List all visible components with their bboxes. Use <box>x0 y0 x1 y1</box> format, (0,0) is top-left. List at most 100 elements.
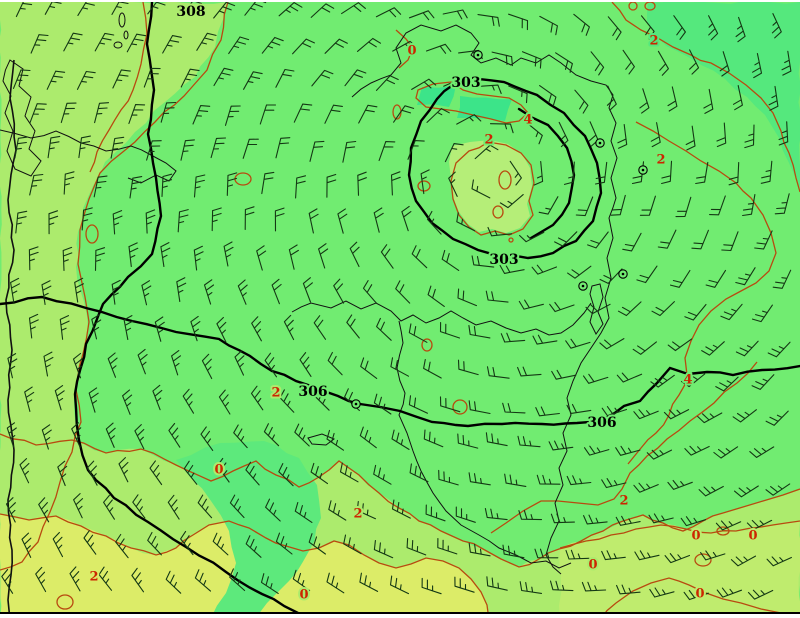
wind-barb <box>536 474 561 485</box>
wind-barb <box>439 322 461 339</box>
wind-barb <box>649 587 675 598</box>
wind-barb <box>275 137 291 159</box>
wind-barb <box>539 15 558 36</box>
wind-barb <box>260 573 279 594</box>
wind-barb <box>72 352 83 379</box>
wind-barb <box>533 160 544 186</box>
wind-barb <box>98 566 113 591</box>
wind-barb <box>468 324 491 339</box>
wind-barb <box>661 160 673 185</box>
wind-barb <box>275 68 295 88</box>
wind-barb <box>392 40 418 52</box>
wind-barb <box>716 587 743 598</box>
wind-barb <box>715 520 742 531</box>
wind-barb <box>563 161 575 185</box>
wind-barb <box>425 43 452 54</box>
wind-barb <box>408 395 429 414</box>
wind-barb <box>534 548 559 559</box>
wind-barb <box>12 69 31 89</box>
wind-barb <box>437 538 458 555</box>
wind-barb <box>391 499 411 519</box>
wind-barb <box>411 78 437 90</box>
station-marker <box>618 269 628 279</box>
wind-barb <box>582 373 609 384</box>
wind-barb <box>21 532 32 558</box>
wind-barb <box>566 403 592 414</box>
wind-barb <box>735 340 759 357</box>
wind-barb <box>657 50 669 76</box>
wind-barb <box>134 424 145 450</box>
wind-barb <box>532 334 558 345</box>
wind-barb <box>684 445 710 456</box>
wind-barb <box>128 104 146 125</box>
wind-barb <box>391 429 410 450</box>
wind-barb <box>128 242 139 268</box>
wind-barb <box>357 171 367 196</box>
wind-barb <box>91 314 102 340</box>
wind-barb <box>411 245 428 269</box>
wind-barb <box>486 366 510 379</box>
fill-region-band <box>0 2 228 572</box>
wind-barb <box>131 567 145 593</box>
wind-barb <box>549 301 575 313</box>
wind-barb <box>216 457 230 483</box>
wind-barb <box>81 207 93 231</box>
wind-barb <box>211 207 222 232</box>
advection-contour-line <box>0 513 489 612</box>
wind-barb <box>632 341 657 355</box>
wind-barb <box>251 316 262 342</box>
wind-barb <box>484 508 508 521</box>
wind-barb <box>76 70 96 90</box>
wind-barb-layer <box>1 2 792 601</box>
wind-barb <box>599 338 625 350</box>
wind-barb <box>765 410 789 426</box>
wind-barb <box>752 52 763 79</box>
station-dot <box>581 284 585 288</box>
wind-barb <box>213 67 234 87</box>
wind-barb <box>421 577 442 595</box>
wind-barb <box>455 506 476 523</box>
fill-region-bright <box>647 2 800 188</box>
wind-barb <box>439 396 461 413</box>
wind-barb <box>63 32 83 52</box>
advection-contour-ellipse <box>716 526 730 536</box>
wind-barb <box>245 535 262 558</box>
wind-barb <box>1 568 14 594</box>
advection-contour-line <box>490 361 758 534</box>
wind-barb <box>213 2 236 19</box>
wind-barb <box>15 210 28 234</box>
wind-barb <box>550 513 575 524</box>
wind-barb <box>78 135 91 159</box>
station-dot <box>621 272 625 276</box>
wind-barb <box>242 138 259 159</box>
wind-barb <box>651 301 675 317</box>
wind-barb <box>234 350 245 376</box>
wind-barb <box>566 475 592 486</box>
wind-barb <box>60 102 77 124</box>
wind-barb <box>594 161 608 185</box>
wind-barb <box>705 269 727 288</box>
wind-barb <box>295 175 307 199</box>
wind-barb <box>362 280 378 304</box>
wind-barb <box>375 7 402 18</box>
wind-barb <box>730 555 757 567</box>
wind-barb <box>742 193 756 217</box>
wind-barb <box>359 426 377 449</box>
wind-barb <box>650 374 675 388</box>
isentrope-label-306: 306 <box>298 384 327 400</box>
wind-barb <box>502 544 525 559</box>
advection-contour-line <box>611 2 800 193</box>
wind-barb <box>574 89 589 114</box>
wind-barb <box>93 175 108 198</box>
wind-barb <box>193 245 204 271</box>
wind-barb <box>681 373 706 388</box>
advection-label-0: 0 <box>407 44 416 59</box>
wind-barb <box>161 173 173 198</box>
wind-barb <box>294 423 310 447</box>
wind-barb <box>640 15 655 40</box>
wind-barb <box>356 37 382 52</box>
wind-barb <box>601 406 628 417</box>
wind-barb <box>146 140 162 161</box>
wind-barb <box>634 550 660 561</box>
station-markers <box>351 50 648 409</box>
